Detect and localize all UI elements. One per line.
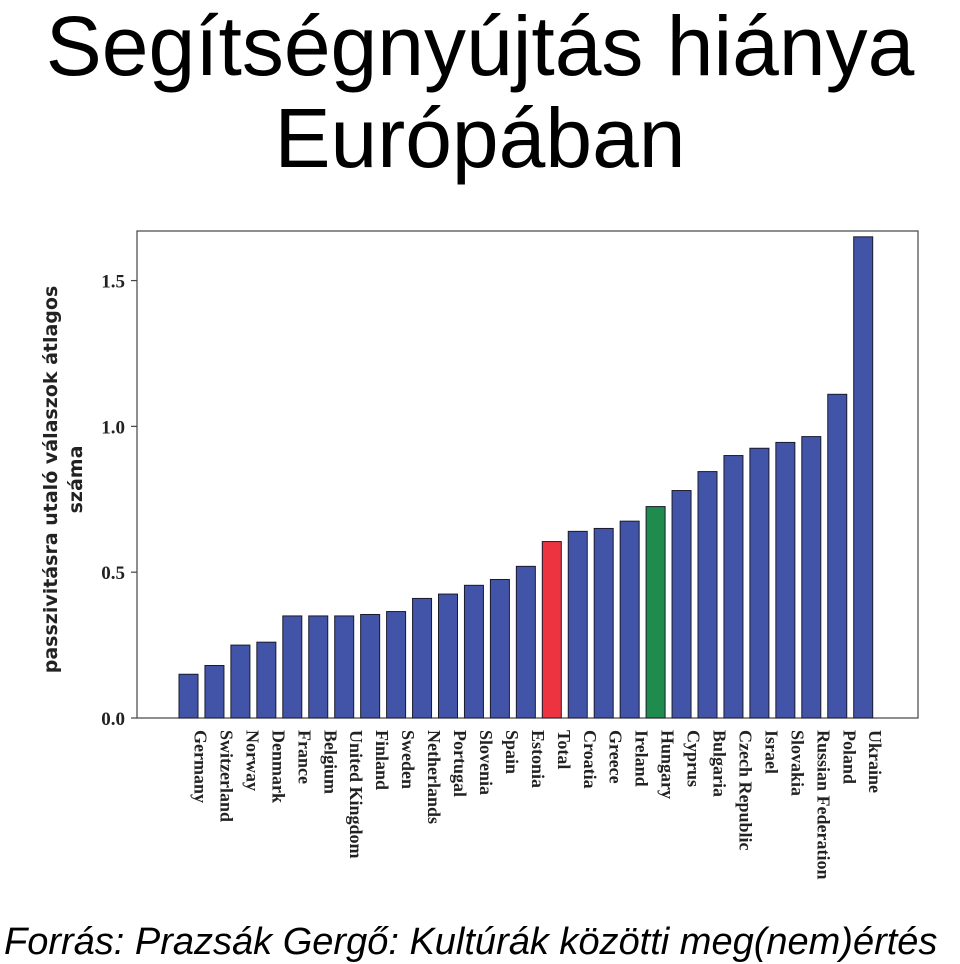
bar-poland — [827, 393, 848, 719]
x-tick-label: Belgium — [320, 730, 340, 794]
bar-portugal — [438, 593, 458, 719]
x-tick-label: Hungary — [658, 730, 678, 799]
x-tick-label: Switzerland — [216, 730, 236, 822]
x-tick-label: Ukraine — [865, 730, 885, 793]
title-line-2: Európában — [274, 91, 686, 185]
x-tick-label: Cyprus — [684, 730, 704, 787]
y-tick-label: 1.0 — [101, 417, 125, 438]
y-tick-label: 0.0 — [101, 709, 125, 730]
x-tick-label: Russian Federation — [813, 730, 833, 880]
bar-slovakia — [775, 441, 796, 719]
x-tick-label: Croatia — [580, 730, 600, 789]
y-axis-label-line: passzivitásra utaló válaszok átlagos — [40, 286, 62, 674]
bar-belgium — [308, 615, 329, 719]
y-tick-label: 0.5 — [101, 563, 125, 584]
x-tick-label: Finland — [372, 730, 392, 790]
bar-slovenia — [463, 584, 484, 719]
bar-norway — [230, 644, 251, 719]
x-tick-label: Norway — [242, 730, 262, 791]
bar-greece — [593, 527, 614, 719]
bars — [178, 236, 874, 719]
bar-france — [282, 615, 303, 719]
x-tick-label: Slovakia — [787, 730, 807, 796]
x-tick-label: Slovenia — [476, 730, 496, 795]
bar-czech-republic — [723, 455, 744, 719]
bar-sweden — [386, 611, 407, 719]
bar-croatia — [567, 530, 588, 719]
page-title: Segítségnyújtás hiánya Európában — [0, 0, 960, 184]
x-tick-label: Bulgaria — [710, 730, 730, 797]
x-tick-label: Total — [554, 730, 574, 769]
x-tick-label: Poland — [839, 730, 859, 784]
y-ticks: 0.0 0.5 1.0 1.5 — [101, 272, 137, 730]
y-axis-label: passzivitásra utaló válaszok átlagos szám… — [40, 286, 87, 674]
x-tick-label: France — [294, 730, 314, 784]
x-tick-label: United Kingdom — [346, 730, 366, 859]
x-tick-label: Israel — [761, 730, 781, 774]
bar-denmark — [256, 641, 277, 719]
bar-finland — [360, 613, 381, 719]
y-tick-label: 1.5 — [101, 272, 125, 293]
x-tick-label: Ireland — [632, 730, 652, 787]
source-caption: Forrás: Prazsák Gergő: Kultúrák közötti … — [4, 921, 938, 963]
bar-switzerland — [204, 665, 225, 719]
x-tick-label: Czech Republic — [735, 730, 755, 851]
bar-russian-federation — [801, 436, 822, 719]
x-tick-label: Germany — [191, 730, 211, 803]
bar-israel — [749, 447, 770, 719]
bar-netherlands — [412, 597, 433, 719]
bar-spain — [489, 578, 510, 719]
title-line-1: Segítségnyújtás hiánya — [45, 0, 915, 93]
x-tick-label: Netherlands — [424, 730, 444, 824]
bar-cyprus — [671, 490, 692, 719]
x-tick-label: Portugal — [450, 730, 470, 797]
y-axis-label-line: száma — [65, 446, 87, 514]
bar-chart: passzivitásra utaló válaszok átlagos szám… — [40, 230, 919, 880]
bar-total — [541, 541, 562, 719]
bar-germany — [178, 673, 199, 719]
x-tick-label: Greece — [606, 730, 626, 784]
bar-hungary — [645, 506, 666, 719]
bar-united-kingdom — [334, 615, 355, 719]
bar-bulgaria — [697, 471, 718, 719]
bar-ireland — [619, 520, 640, 719]
bar-estonia — [515, 565, 536, 719]
x-tick-label: Spain — [502, 730, 522, 774]
x-tick-labels: Germany Switzerland Norway Denmark France Bel… — [191, 730, 886, 880]
x-tick-label: Denmark — [268, 730, 288, 803]
bar-ukraine — [853, 236, 874, 719]
x-tick-label: Estonia — [528, 730, 548, 788]
x-tick-label: Sweden — [398, 730, 418, 789]
